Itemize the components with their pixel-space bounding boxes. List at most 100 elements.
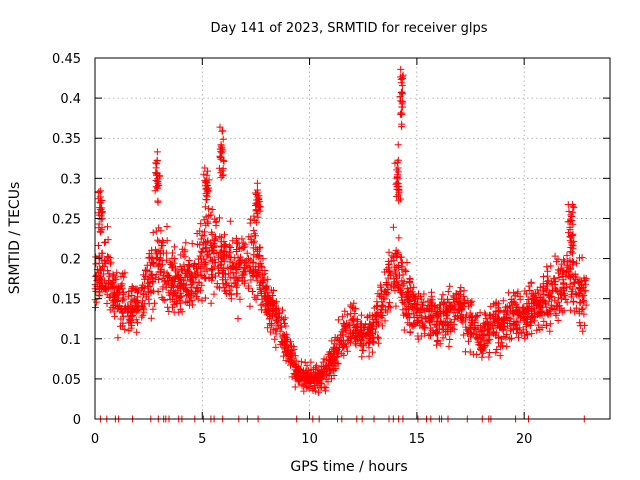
data-point bbox=[397, 65, 405, 73]
data-point bbox=[400, 280, 408, 288]
data-point bbox=[116, 302, 124, 310]
data-point bbox=[195, 279, 203, 287]
data-point bbox=[398, 88, 406, 96]
data-point bbox=[564, 201, 572, 209]
data-point bbox=[158, 294, 166, 302]
data-point bbox=[234, 315, 242, 323]
data-point bbox=[534, 321, 542, 329]
data-point bbox=[171, 275, 179, 282]
data-point bbox=[162, 281, 170, 289]
data-point bbox=[394, 164, 402, 172]
data-point bbox=[525, 282, 533, 290]
data-point bbox=[566, 258, 574, 266]
data-point bbox=[493, 315, 501, 323]
data-point bbox=[233, 290, 241, 298]
data-point bbox=[288, 373, 296, 381]
data-point bbox=[234, 265, 242, 273]
data-point bbox=[449, 296, 457, 303]
data-point bbox=[215, 269, 223, 277]
axis-ticks bbox=[94, 57, 610, 420]
data-point bbox=[155, 261, 163, 269]
data-point bbox=[170, 243, 178, 251]
data-point bbox=[152, 159, 160, 167]
data-point bbox=[569, 230, 577, 238]
data-point bbox=[338, 313, 346, 321]
data-point bbox=[425, 314, 433, 322]
data-point bbox=[106, 260, 114, 268]
data-point bbox=[513, 306, 521, 314]
data-point bbox=[340, 351, 348, 359]
data-point bbox=[566, 226, 574, 234]
data-point bbox=[335, 341, 343, 349]
data-point bbox=[409, 322, 417, 330]
data-point bbox=[533, 286, 541, 294]
data-points bbox=[91, 65, 590, 423]
data-point bbox=[295, 364, 303, 372]
data-point bbox=[579, 283, 587, 291]
data-point bbox=[156, 256, 164, 264]
data-point bbox=[334, 316, 342, 324]
data-point bbox=[159, 296, 167, 303]
data-point bbox=[119, 294, 127, 302]
data-point bbox=[406, 278, 413, 286]
data-point bbox=[218, 167, 226, 175]
data-point bbox=[405, 310, 413, 318]
data-point bbox=[540, 317, 548, 325]
data-point bbox=[385, 248, 393, 256]
data-point bbox=[382, 306, 390, 314]
data-point bbox=[450, 309, 458, 317]
data-point bbox=[153, 248, 161, 256]
data-point bbox=[188, 240, 196, 248]
data-point bbox=[255, 272, 263, 280]
data-point bbox=[252, 199, 260, 207]
data-point bbox=[398, 259, 406, 267]
data-point bbox=[487, 313, 494, 321]
data-point bbox=[567, 274, 575, 282]
data-point bbox=[271, 309, 279, 317]
data-point bbox=[428, 292, 436, 300]
data-point bbox=[397, 286, 404, 294]
data-point bbox=[414, 335, 422, 343]
data-point bbox=[438, 295, 446, 303]
data-point bbox=[202, 221, 210, 229]
data-point bbox=[210, 290, 218, 298]
data-point bbox=[178, 266, 185, 274]
data-point bbox=[202, 259, 210, 267]
data-point bbox=[107, 258, 115, 266]
data-point bbox=[212, 233, 220, 241]
data-point bbox=[515, 334, 522, 342]
data-point bbox=[514, 309, 522, 317]
data-point bbox=[169, 295, 176, 303]
data-point bbox=[272, 330, 280, 338]
data-point bbox=[569, 202, 577, 210]
data-point bbox=[203, 188, 211, 196]
data-point bbox=[484, 339, 492, 347]
data-point bbox=[158, 261, 166, 269]
data-point bbox=[219, 147, 227, 155]
data-point bbox=[124, 292, 132, 300]
data-point bbox=[279, 306, 286, 314]
data-point bbox=[385, 268, 393, 276]
data-point bbox=[219, 273, 227, 281]
data-point bbox=[551, 284, 559, 292]
data-point bbox=[402, 268, 410, 275]
data-point bbox=[546, 288, 554, 296]
data-point bbox=[255, 196, 263, 203]
data-point bbox=[464, 330, 471, 337]
data-point bbox=[132, 316, 140, 324]
data-point bbox=[281, 336, 289, 344]
data-point bbox=[373, 311, 380, 319]
data-point bbox=[273, 325, 281, 333]
data-point bbox=[171, 266, 179, 274]
data-point bbox=[416, 322, 424, 330]
x-tick-label: 0 bbox=[91, 432, 99, 447]
data-point bbox=[148, 246, 156, 254]
data-point bbox=[436, 301, 444, 309]
data-point bbox=[243, 249, 251, 257]
data-point bbox=[492, 348, 500, 356]
data-point bbox=[154, 175, 162, 183]
data-point bbox=[401, 266, 409, 274]
data-point bbox=[171, 255, 179, 263]
data-point bbox=[140, 275, 148, 283]
data-point bbox=[402, 292, 410, 300]
